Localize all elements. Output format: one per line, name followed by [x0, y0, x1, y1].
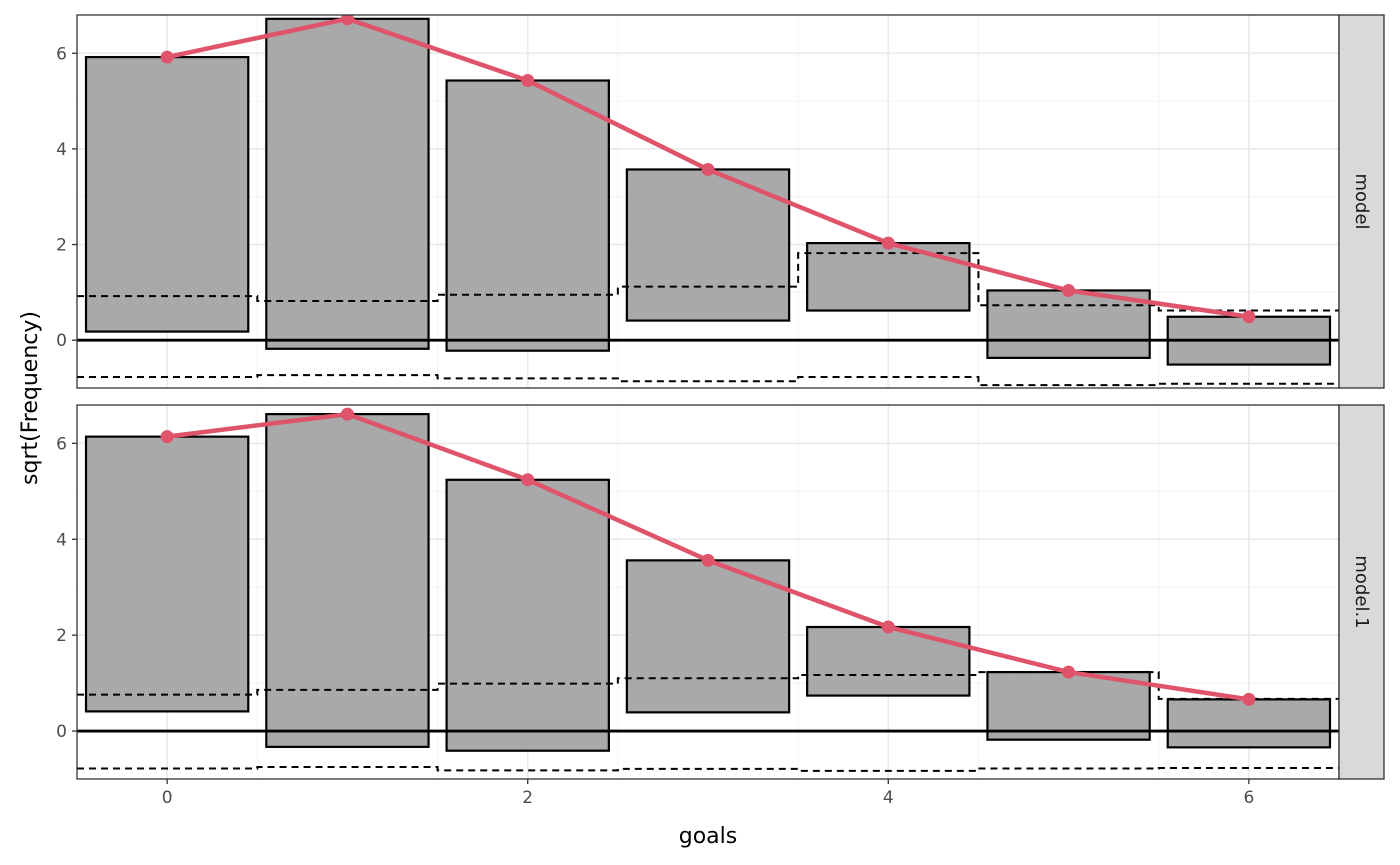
bar [986, 289, 1151, 359]
expected-point [1062, 283, 1076, 297]
panel-model: 0 2 4 6 model [56, 14, 1385, 389]
expected-point [521, 473, 535, 487]
ci-upper-line [77, 671, 1339, 700]
y-axis-title: sqrt(Frequency) [18, 311, 43, 485]
bar [265, 17, 430, 350]
y-tick-label: 0 [56, 722, 67, 742]
x-tick-label: 2 [522, 788, 533, 808]
panel-model-1: 0 2 4 6 model.1 [56, 404, 1385, 780]
bar [445, 79, 610, 352]
y-tick-label: 4 [56, 530, 67, 550]
expected-point [881, 236, 895, 250]
plot-area [77, 15, 1339, 387]
bar [265, 413, 430, 748]
y-tick-label: 2 [56, 626, 67, 646]
bar [1166, 698, 1332, 749]
y-tick-label: 0 [56, 331, 67, 351]
bar [806, 242, 971, 312]
bar [625, 168, 791, 322]
expected-point [701, 553, 715, 567]
bar [986, 670, 1151, 741]
bar [625, 559, 791, 714]
y-tick-label: 6 [56, 44, 67, 64]
expected-point [160, 50, 174, 64]
expected-point [881, 620, 895, 634]
x-tick-label: 6 [1243, 788, 1254, 808]
expected-point [1062, 665, 1076, 679]
y-tick-label: 4 [56, 140, 67, 160]
facet-strip [1338, 14, 1385, 389]
y-tick-label: 6 [56, 434, 67, 454]
ci-lower-line [77, 374, 1339, 387]
x-axis: 0 2 4 6 [162, 779, 1254, 808]
y-tick-label: 2 [56, 236, 67, 256]
expected-point [340, 407, 354, 421]
facet-strip-label: model.1 [1351, 555, 1372, 628]
bar [84, 55, 250, 333]
expected-point [160, 430, 174, 444]
facet-strip [1338, 404, 1385, 780]
bar [445, 478, 610, 752]
bar [806, 625, 971, 697]
expected-point [1242, 310, 1256, 324]
x-tick-label: 0 [162, 788, 173, 808]
facet-strip-label: model [1351, 173, 1372, 229]
expected-point [701, 162, 715, 176]
bar [84, 435, 250, 713]
ci-upper-line [77, 252, 1339, 312]
ci-lower-line [77, 766, 1339, 772]
expected-point [521, 74, 535, 88]
expected-point [1242, 692, 1256, 706]
x-axis-title: goals [679, 824, 737, 849]
expected-point [340, 15, 354, 26]
x-tick-label: 4 [883, 788, 894, 808]
plot-area [77, 407, 1339, 772]
